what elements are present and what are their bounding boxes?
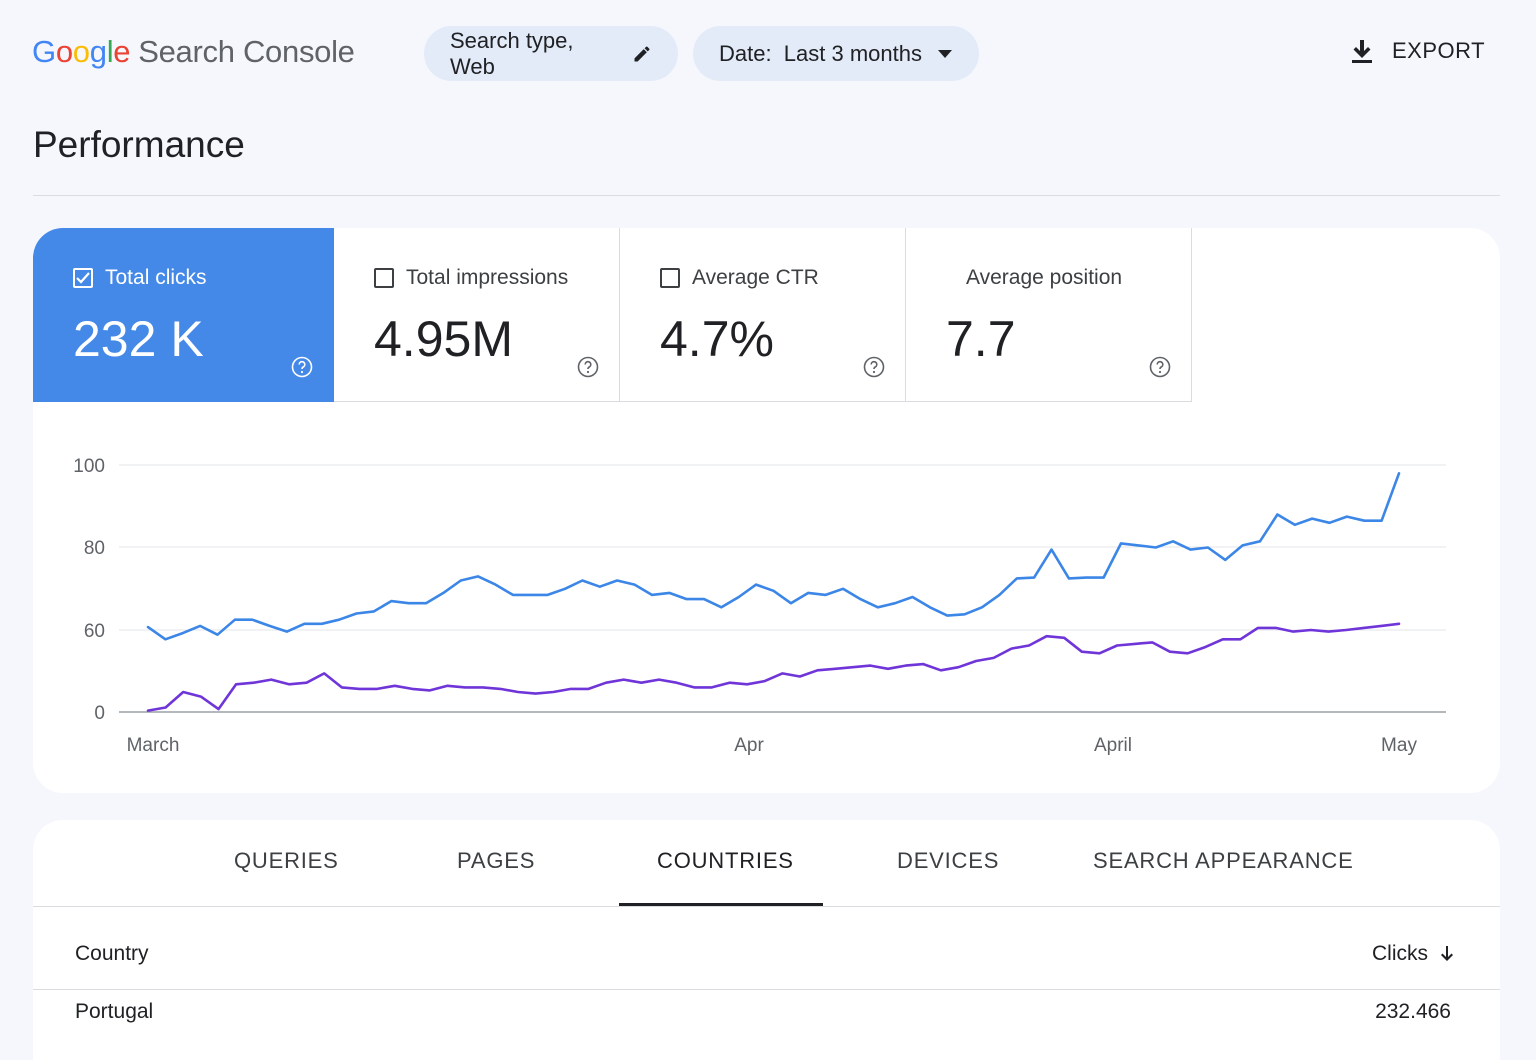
metric-label-row: Total clicks bbox=[73, 266, 207, 290]
search-type-filter[interactable]: Search type, Web bbox=[424, 26, 678, 81]
x-tick-label: March bbox=[127, 735, 180, 756]
x-tick-label: Apr bbox=[734, 735, 764, 756]
tab-pages[interactable]: PAGES bbox=[457, 848, 536, 873]
table-row-clicks: 232.466 bbox=[1375, 1000, 1451, 1023]
metric-label: Average CTR bbox=[692, 266, 819, 289]
logo-letter: o bbox=[72, 34, 90, 69]
logo-letter: g bbox=[89, 34, 107, 69]
metric-value: 7.7 bbox=[946, 311, 1016, 367]
header-row-divider bbox=[33, 989, 1500, 990]
metric-label-row: Total impressions bbox=[374, 266, 568, 290]
metric-total-impressions[interactable]: Total impressions 4.95M bbox=[334, 228, 620, 402]
y-tick-label: 60 bbox=[84, 621, 105, 642]
page-title: Performance bbox=[33, 124, 245, 165]
metric-label: Total impressions bbox=[406, 266, 569, 289]
logo-brand: Google bbox=[32, 34, 131, 69]
metric-value: 4.95M bbox=[374, 311, 513, 367]
logo-letter: e bbox=[113, 34, 131, 69]
edit-pencil-icon bbox=[632, 44, 652, 64]
help-icon[interactable] bbox=[1149, 356, 1171, 378]
metric-label-row: Average CTR bbox=[660, 266, 819, 290]
help-icon[interactable] bbox=[291, 356, 313, 378]
top-bar: Google Search Console Search type, Web Da… bbox=[0, 0, 1536, 108]
tab-queries[interactable]: QUERIES bbox=[234, 848, 339, 873]
metric-average-position[interactable]: Average position 7.7 bbox=[906, 228, 1192, 402]
help-icon[interactable] bbox=[863, 356, 885, 378]
y-tick-label: 80 bbox=[84, 538, 105, 559]
logo-letter: o bbox=[55, 34, 73, 69]
checkbox-unchecked-icon[interactable] bbox=[660, 268, 680, 288]
checkbox-checked-icon[interactable] bbox=[73, 268, 93, 288]
table-row-country[interactable]: Portugal bbox=[75, 1000, 154, 1023]
x-tick-label: May bbox=[1381, 735, 1417, 756]
search-console-logo[interactable]: Google Search Console bbox=[32, 34, 355, 70]
metric-label: Average position bbox=[966, 266, 1123, 289]
metric-average-ctr[interactable]: Average CTR 4.7% bbox=[620, 228, 906, 402]
tabs-divider bbox=[33, 906, 1500, 907]
search-type-label: Search type, Web bbox=[450, 27, 574, 79]
date-range-label: Date: Last 3 months bbox=[719, 40, 922, 66]
date-range-filter[interactable]: Date: Last 3 months bbox=[693, 26, 979, 81]
tab-search-appearance[interactable]: SEARCH APPEARANCE bbox=[1093, 848, 1354, 873]
dimension-table-card: QUERIES PAGES COUNTRIES DEVICES SEARCH A… bbox=[33, 820, 1500, 1060]
metric-label-row: Average position bbox=[966, 266, 1122, 290]
logo-letter: l bbox=[106, 34, 114, 69]
download-icon bbox=[1350, 38, 1374, 64]
x-tick-label: April bbox=[1094, 735, 1132, 756]
metric-value: 232 K bbox=[73, 311, 204, 367]
y-tick-label: 0 bbox=[94, 703, 105, 724]
column-header-country[interactable]: Country bbox=[75, 942, 149, 965]
logo-letter: G bbox=[32, 34, 56, 69]
metric-value: 4.7% bbox=[660, 311, 774, 367]
checkbox-unchecked-icon[interactable] bbox=[374, 268, 394, 288]
help-icon[interactable] bbox=[577, 356, 599, 378]
logo-product: Search Console bbox=[138, 34, 355, 69]
export-button[interactable]: EXPORT bbox=[1350, 38, 1485, 64]
metric-total-clicks[interactable]: Total clicks 232 K bbox=[33, 228, 334, 402]
series-line-secondary bbox=[146, 622, 1401, 712]
dropdown-arrow-icon bbox=[938, 49, 952, 58]
column-header-clicks[interactable]: Clicks bbox=[1372, 942, 1454, 966]
tab-countries[interactable]: COUNTRIES bbox=[657, 848, 794, 873]
series-line-clicks bbox=[146, 472, 1401, 641]
column-header-clicks-label: Clicks bbox=[1372, 942, 1428, 965]
export-label: EXPORT bbox=[1392, 38, 1486, 63]
tab-devices[interactable]: DEVICES bbox=[897, 848, 1000, 873]
active-tab-indicator bbox=[619, 903, 823, 906]
sort-descending-icon bbox=[1440, 946, 1454, 962]
performance-card: Total clicks 232 K Total impressions 4.9… bbox=[33, 228, 1500, 793]
header-divider bbox=[33, 195, 1500, 196]
performance-line-chart[interactable]: 100 80 60 0 March Apr April May bbox=[33, 402, 1500, 793]
metric-label: Total clicks bbox=[105, 266, 207, 289]
y-tick-label: 100 bbox=[73, 456, 105, 477]
